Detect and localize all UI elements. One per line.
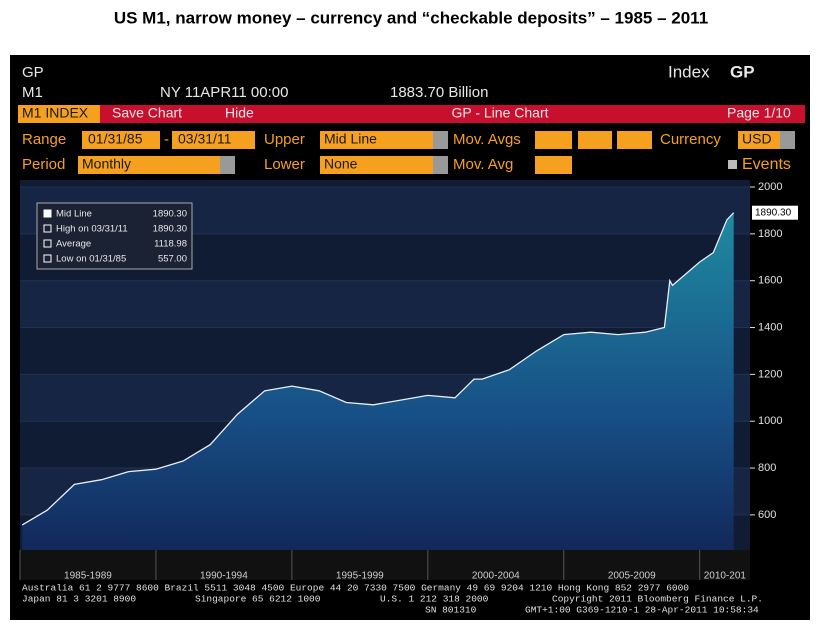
index-label: Index	[668, 62, 710, 81]
input-box[interactable]	[172, 131, 255, 149]
input-box[interactable]	[535, 156, 572, 174]
value-tag	[752, 205, 798, 220]
tab[interactable]: M1 INDEX	[22, 105, 89, 121]
footer-contacts: Australia 61 2 9777 8600 Brazil 5511 304…	[22, 583, 689, 594]
stats-value: 557.00	[158, 254, 187, 265]
period-value[interactable]: Monthly	[82, 156, 131, 172]
stats-marker	[43, 209, 52, 218]
stats-value: 1118.98	[154, 239, 187, 250]
currency-label: Currency	[660, 131, 721, 148]
upper-value[interactable]: Mid Line	[324, 131, 377, 147]
dropdown-arrow[interactable]	[780, 131, 795, 149]
footer-singapore: Singapore 65 6212 1000	[195, 594, 321, 605]
x-tick-label: 2000-2004	[472, 571, 520, 582]
input-box[interactable]	[535, 131, 572, 149]
y-tick-label: 2000	[758, 181, 782, 193]
dropdown-arrow[interactable]	[433, 156, 448, 174]
mov-avgs-label: Mov. Avgs	[453, 131, 521, 148]
ticker: M1	[22, 84, 43, 101]
footer-stamp: GMT+1:00 G369-1210-1 28-Apr-2011 10:58:3…	[525, 605, 759, 616]
range-label: Range	[22, 131, 66, 148]
stats-frame	[36, 202, 193, 270]
end-date[interactable]: 03/31/11	[178, 131, 232, 147]
input-box[interactable]	[738, 131, 780, 149]
upper-label: Upper	[264, 131, 305, 148]
y-tick-label: 1400	[758, 321, 782, 333]
view-title: GP - Line Chart	[451, 105, 548, 121]
checkbox[interactable]	[728, 160, 737, 169]
stats-marker	[43, 254, 52, 263]
value-label: 1890.30	[755, 207, 792, 218]
save-button[interactable]: Save Chart	[112, 105, 182, 121]
x-tick-label: 2005-2009	[608, 571, 656, 582]
y-tick-label: 1600	[758, 275, 782, 287]
y-tick-label: 1200	[758, 368, 782, 380]
y-tick-label: 1800	[758, 228, 782, 240]
currency-value[interactable]: USD	[742, 131, 772, 147]
x-tick-label: 1995-1999	[336, 571, 384, 582]
stats-box: Mid Line 1890.30 High on 03/31/11 1890.30 Av…	[36, 202, 193, 270]
index-code: GP	[730, 62, 755, 81]
x-tick-label: 2010-201	[704, 571, 747, 582]
dash: -	[164, 131, 169, 148]
x-tick-label: 1990-1994	[200, 571, 248, 582]
header-code: GP	[22, 64, 44, 81]
plot: 600 800 1000 1200 1400 1600 1800 2000 1890.30 198…	[19, 180, 798, 582]
input-box[interactable]	[578, 131, 612, 149]
input-box[interactable]	[82, 131, 160, 149]
x-tick-label: 1985-1989	[64, 571, 112, 582]
hide-button[interactable]: Hide	[225, 105, 254, 121]
y-tick-label: 1000	[758, 415, 782, 427]
page-indicator[interactable]: Page 1/10	[727, 105, 791, 121]
input-box[interactable]	[320, 131, 433, 149]
stats-marker	[43, 224, 52, 233]
x-axis-band	[20, 550, 750, 580]
input-box[interactable]	[78, 156, 220, 174]
input-box[interactable]	[320, 156, 433, 174]
y-tick-label: 600	[758, 509, 776, 521]
last-value: 1883.70 Billion	[390, 84, 488, 101]
footer-us: U.S. 1 212 318 2000	[380, 594, 489, 605]
toolbar	[18, 105, 805, 123]
stats-name: Mid Line	[56, 209, 92, 220]
stats-name: High on 03/31/11	[56, 224, 128, 235]
stats-name: Low on 01/31/85	[56, 254, 126, 265]
stats-marker	[43, 239, 52, 248]
mov-avg-label: Mov. Avg	[453, 156, 513, 173]
stats-value: 1890.30	[153, 209, 187, 220]
line	[21, 212, 735, 526]
period-label: Period	[22, 156, 65, 173]
page-title: US M1, narrow money – currency and “chec…	[114, 8, 708, 27]
footer-sn: SN 801310	[425, 605, 477, 616]
footer-copyright: Copyright 2011 Bloomberg Finance L.P.	[552, 594, 763, 605]
stats-value: 1890.30	[153, 224, 187, 235]
input-box[interactable]	[617, 131, 652, 149]
timestamp: NY 11APR11 00:00	[160, 84, 288, 101]
dropdown-arrow[interactable]	[433, 131, 448, 149]
footer-japan: Japan 81 3 3201 8900	[22, 594, 136, 605]
lower-label: Lower	[264, 156, 305, 173]
lower-value[interactable]: None	[324, 156, 358, 172]
stats-name: Average	[56, 239, 91, 250]
tab-box[interactable]	[18, 105, 100, 123]
area	[22, 212, 734, 550]
y-tick-label: 800	[758, 462, 776, 474]
settings: Range 01/31/85 - 03/31/11 Upper Mid Line…	[22, 131, 795, 174]
start-date[interactable]: 01/31/85	[88, 131, 143, 147]
events-toggle[interactable]: Events	[742, 156, 791, 173]
dropdown-arrow[interactable]	[220, 156, 235, 174]
plot-band	[20, 180, 750, 188]
plot-band	[20, 280, 750, 328]
